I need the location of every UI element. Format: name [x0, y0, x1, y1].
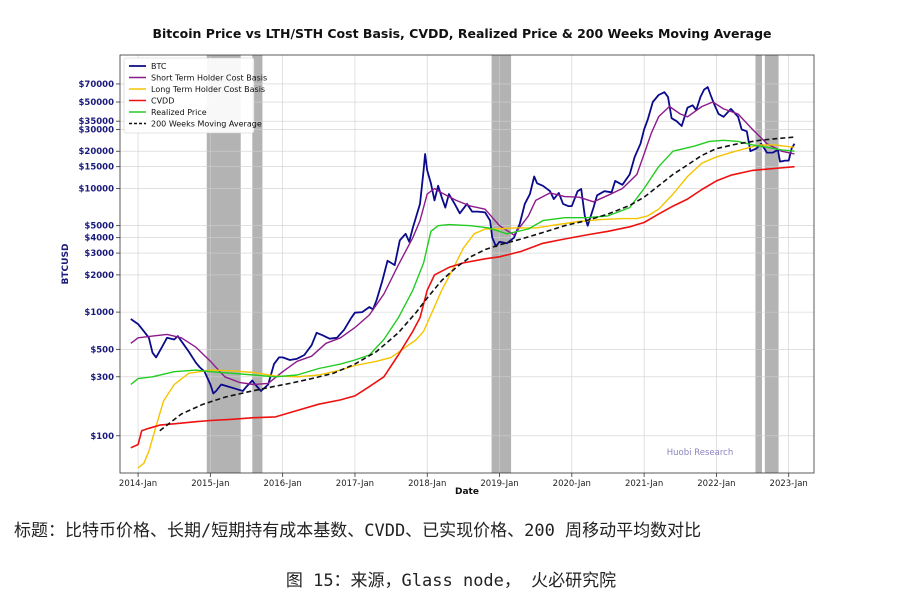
x-axis-label: Date [455, 487, 479, 497]
legend-label-0: BTC [151, 62, 167, 71]
shaded-period-4 [764, 55, 779, 473]
y-tick-label-12: $35000 [79, 117, 115, 127]
y-tick-label-10: $20000 [79, 147, 115, 157]
x-tick-label-4: 2018-Jan [408, 479, 446, 489]
watermark: Huobi Research [667, 448, 733, 458]
series-line-0 [130, 86, 796, 395]
x-tick-label-5: 2019-Jan [480, 479, 518, 489]
x-tick-label-8: 2022-Jan [697, 479, 735, 489]
figure-title-caption: 标题：比特币价格、长期/短期持有成本基数、CVDD、已实现价格、200 周移动平… [14, 521, 702, 541]
x-axis-ticks: 2014-Jan 2015-Jan 2016-Jan 2017-Jan 2018-Jan… [119, 473, 808, 489]
y-tick-label-11: $30000 [79, 125, 115, 135]
legend-label-4: Realized Price [151, 108, 207, 117]
y-tick-label-5: $3000 [84, 249, 114, 259]
shaded-period-3 [755, 55, 762, 473]
x-tick-label-3: 2017-Jan [336, 479, 374, 489]
y-tick-label-7: $5000 [84, 222, 114, 232]
y-tick-label-1: $300 [90, 373, 114, 383]
series-line-5 [159, 136, 795, 432]
series-line-1 [130, 101, 795, 386]
x-tick-label-9: 2023-Jan [770, 479, 808, 489]
x-tick-label-7: 2021-Jan [625, 479, 663, 489]
x-tick-label-6: 2020-Jan [553, 479, 591, 489]
series-line-4 [130, 139, 795, 386]
y-tick-label-3: $1000 [84, 308, 114, 318]
x-tick-label-0: 2014-Jan [119, 479, 157, 489]
legend-label-5: 200 Weeks Moving Average [151, 120, 262, 129]
series-line-3 [130, 165, 795, 449]
y-tick-label-13: $50000 [79, 98, 115, 108]
legend-label-2: Long Term Holder Cost Basis [151, 85, 265, 94]
y-tick-label-0: $100 [90, 432, 114, 442]
x-tick-label-2: 2016-Jan [264, 479, 302, 489]
legend: BTC Short Term Holder Cost Basis Long Term… [123, 57, 267, 134]
series-lines [130, 86, 796, 469]
y-tick-label-4: $2000 [84, 271, 114, 281]
shaded-period-2 [491, 55, 512, 473]
y-tick-label-8: $10000 [79, 184, 115, 194]
y-tick-label-2: $500 [90, 345, 114, 355]
x-tick-label-1: 2015-Jan [191, 479, 229, 489]
chart: Bitcoin Price vs LTH/STH Cost Basis, CVD… [61, 26, 815, 497]
y-tick-label-6: $4000 [84, 234, 114, 244]
shaded-periods [206, 55, 779, 473]
chart-title: Bitcoin Price vs LTH/STH Cost Basis, CVD… [152, 26, 771, 41]
legend-box [123, 57, 255, 134]
legend-label-1: Short Term Holder Cost Basis [151, 74, 267, 83]
y-tick-label-9: $15000 [79, 163, 115, 173]
figure-source-caption: 图 15：来源，Glass node， 火必研究院 [285, 571, 617, 591]
y-axis-label: BTCUSD [61, 244, 71, 285]
legend-label-3: CVDD [151, 97, 174, 106]
plot-area-frame [119, 54, 815, 474]
shaded-period-1 [252, 55, 263, 473]
y-axis-ticks: $100 $300 $500 $1000 $2000 $3000 $4000 $5000 $10… [79, 80, 120, 442]
y-tick-label-14: $70000 [79, 80, 115, 90]
